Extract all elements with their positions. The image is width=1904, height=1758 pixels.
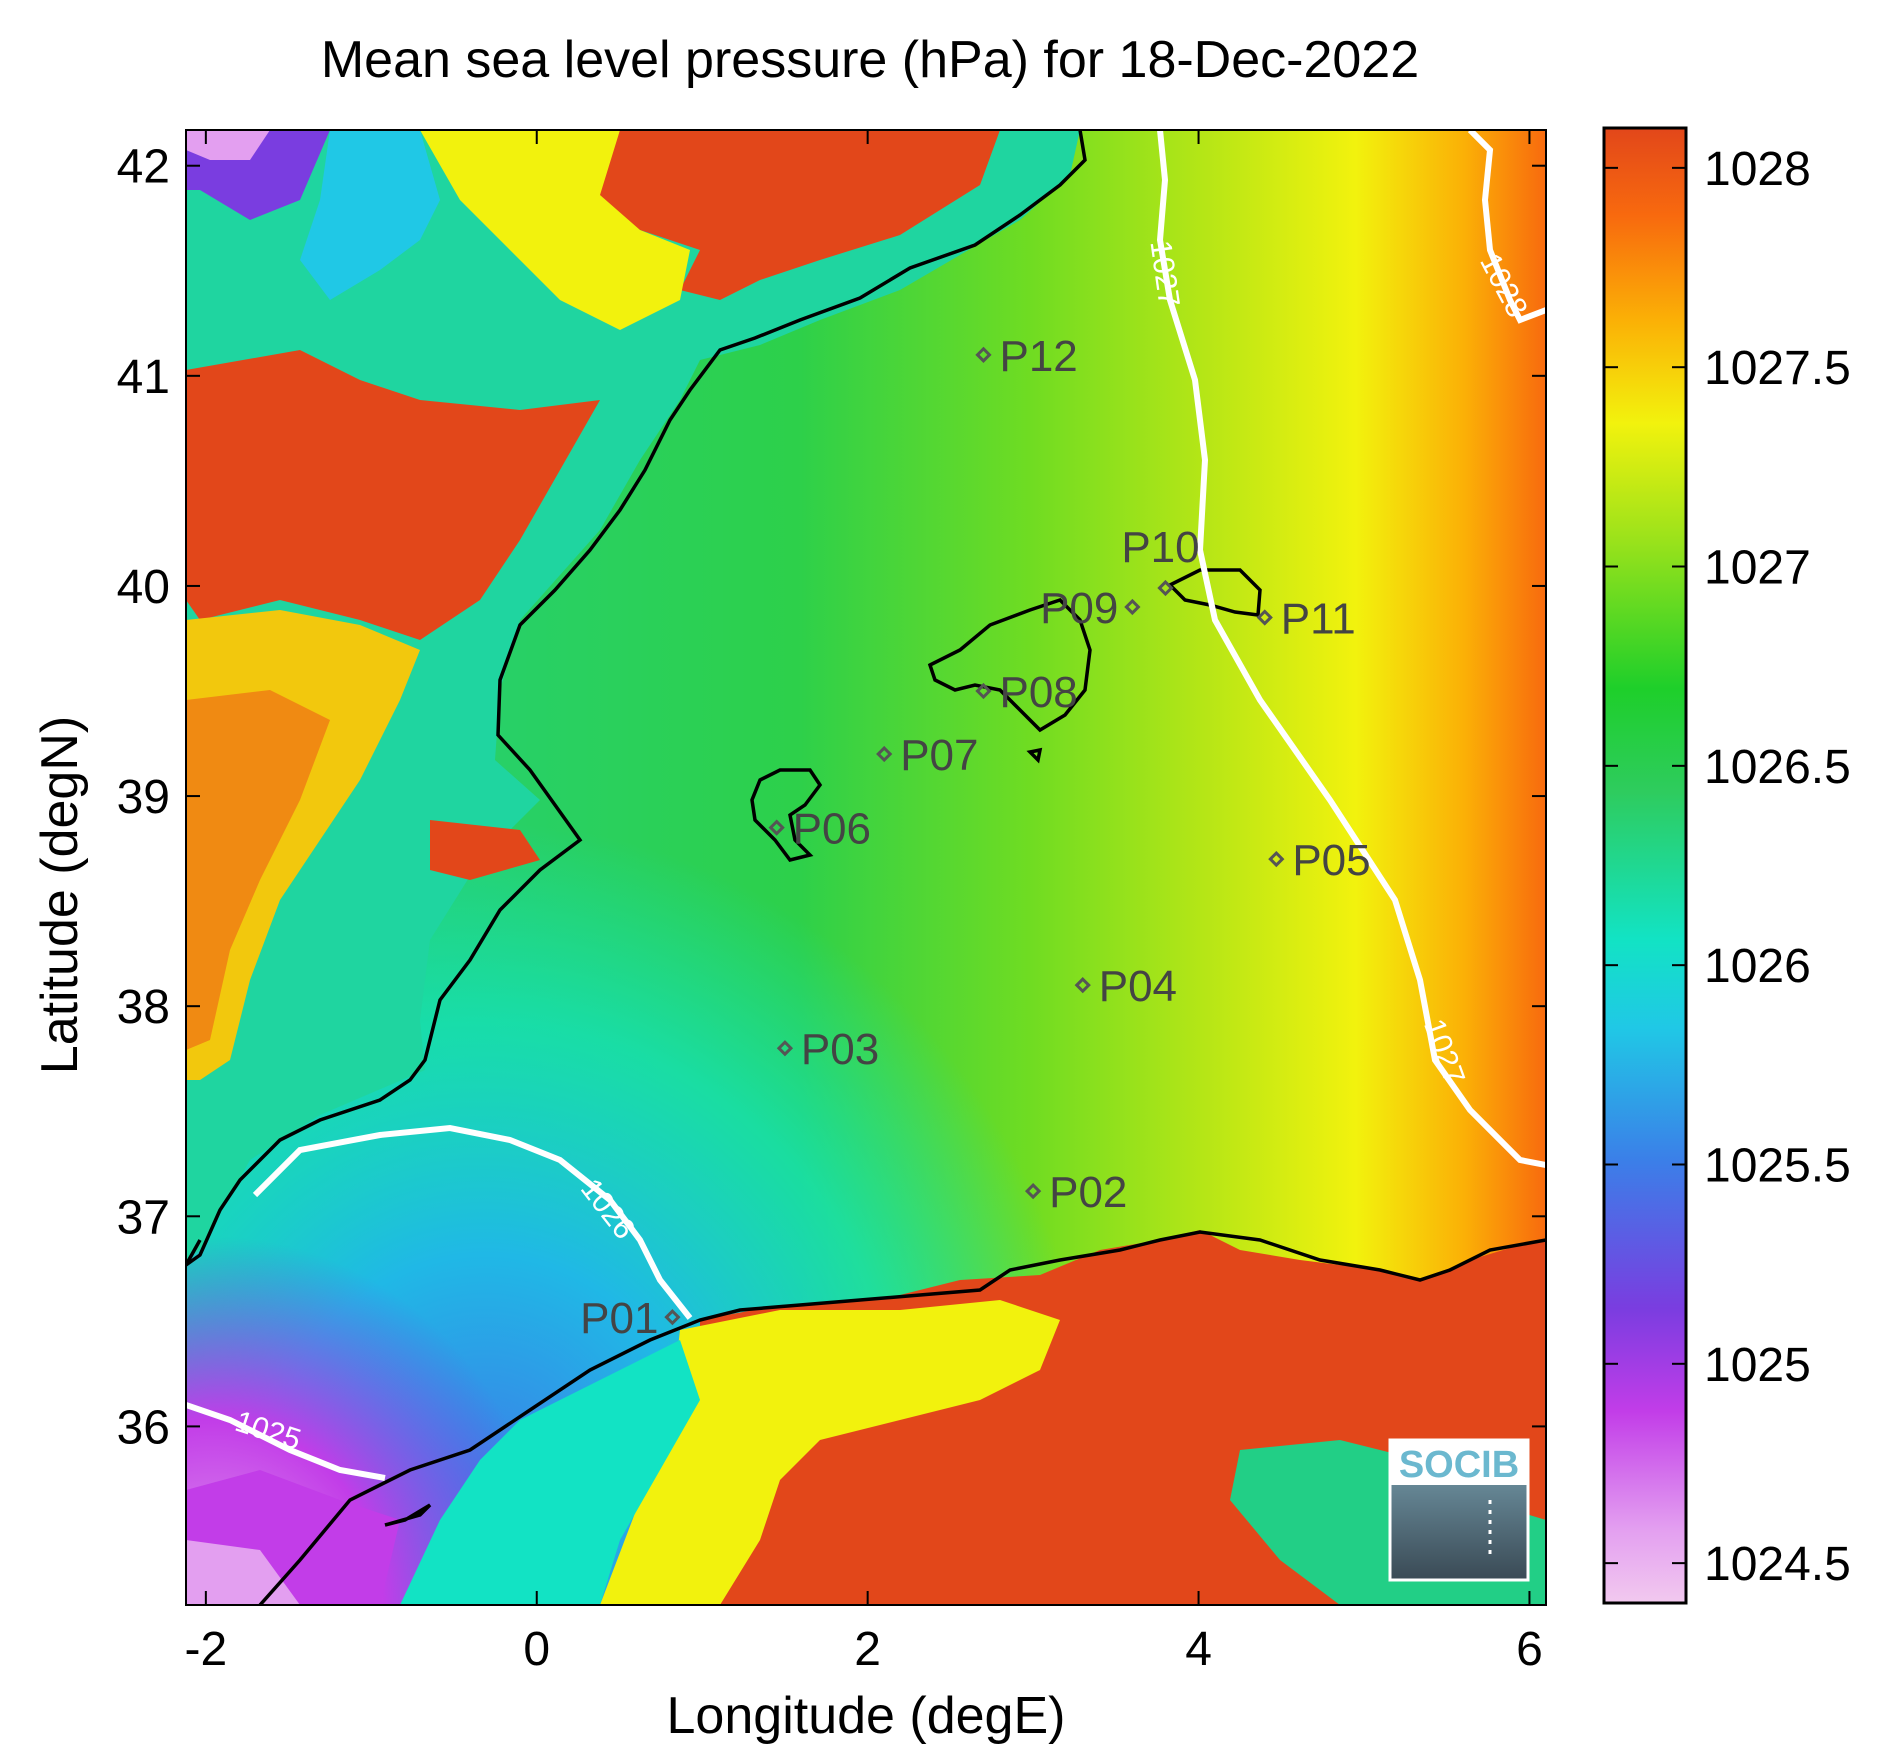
station-label: P02	[1049, 1168, 1127, 1217]
station-marker	[1268, 850, 1285, 868]
station-p01: P01	[580, 1294, 681, 1343]
map-title: Mean sea level pressure (hPa) for 18-Dec…	[320, 31, 1420, 89]
station-p12: P12	[975, 332, 1078, 381]
colorbar-tick-label: 1026	[1704, 940, 1811, 993]
iberia-coastline	[186, 130, 1087, 1267]
colorbar-tick-label: 1025.5	[1704, 1139, 1851, 1192]
station-marker	[664, 1309, 681, 1326]
station-label: P10	[1121, 523, 1199, 572]
station-p02: P02	[1024, 1168, 1127, 1217]
gibraltar-coastline	[186, 1230, 1546, 1605]
station-label: P03	[801, 1025, 879, 1074]
station-p08: P08	[975, 668, 1078, 717]
x-tick-label: 6	[1516, 1623, 1543, 1676]
station-label: P05	[1292, 836, 1370, 885]
station-marker	[1124, 598, 1141, 616]
plot-frame	[185, 129, 1547, 1606]
africa-low-west-pink	[186, 1540, 300, 1605]
station-marker	[1074, 977, 1091, 994]
contours	[186, 130, 1546, 1481]
iberia-high-central	[186, 350, 600, 640]
station-label: P01	[580, 1294, 658, 1343]
africa-yellow-band	[600, 1300, 1060, 1605]
socib-logo: SOCIB	[1388, 1438, 1530, 1582]
contour-1025	[186, 1402, 386, 1481]
y-tick-label: 42	[117, 141, 170, 194]
mallorca-coastline	[927, 597, 1092, 733]
iberia-orange-south	[186, 690, 330, 1050]
pressure-field	[186, 130, 1546, 1605]
menorca-coastline	[1167, 568, 1262, 617]
iberia-yellow-north	[420, 130, 690, 330]
y-tick-label: 39	[117, 771, 170, 824]
africa-cyan-area	[400, 1340, 700, 1605]
station-marker	[975, 346, 992, 363]
iberia-cyan-band	[300, 130, 440, 300]
colorbar	[1602, 126, 1688, 1605]
y-tick-label: 36	[117, 1401, 170, 1454]
y-tick-label: 38	[117, 981, 170, 1034]
station-label: P07	[900, 731, 978, 780]
cabrera-islet	[1026, 747, 1043, 764]
station-p10: P10	[1121, 523, 1200, 597]
colorbar-tick-label: 1028	[1704, 143, 1811, 196]
station-marker	[768, 819, 785, 836]
contour-1027a	[1156, 130, 1546, 1168]
contour-1026	[252, 1124, 693, 1320]
x-axis-ticks: -2 0 2 4 6	[185, 130, 1543, 1676]
colorbar-tick-label: 1027.5	[1704, 342, 1851, 395]
iberia-low-nw-pink	[186, 130, 270, 160]
station-label: P04	[1099, 962, 1177, 1011]
coastlines	[186, 130, 1546, 1605]
station-p05: P05	[1268, 836, 1371, 885]
station-label: P09	[1040, 584, 1118, 633]
station-marker	[1256, 609, 1273, 626]
alboran-islet	[384, 1503, 432, 1527]
station-label: P11	[1281, 594, 1356, 643]
station-p11: P11	[1256, 594, 1356, 643]
colorbar-tick-label: 1025	[1704, 1339, 1811, 1392]
x-tick-label: 2	[854, 1623, 881, 1676]
station-marker	[975, 682, 992, 700]
station-label: P12	[999, 332, 1077, 381]
station-p03: P03	[776, 1025, 879, 1074]
x-axis-label: Longitude (degE)	[666, 1687, 1066, 1745]
ibiza-coastline	[750, 768, 823, 862]
station-p04: P04	[1074, 962, 1177, 1011]
colorbar-ticks: 1024.5 1025 1025.5 1026 1026.5 1027 1027.5 1028	[1604, 143, 1851, 1591]
contour-1028	[1467, 130, 1546, 324]
station-label: P06	[793, 805, 871, 854]
station-marker	[1024, 1182, 1042, 1200]
station-marker	[876, 745, 893, 763]
colorbar-tick-label: 1027	[1704, 542, 1811, 595]
y-tick-label: 40	[117, 561, 170, 614]
x-tick-label: -2	[185, 1623, 228, 1676]
iberia-high-coast	[430, 820, 540, 880]
station-marker	[776, 1040, 794, 1057]
logo-text: SOCIB	[1399, 1444, 1519, 1486]
x-tick-label: 4	[1185, 1623, 1212, 1676]
colorbar-tick-label: 1024.5	[1704, 1538, 1851, 1591]
station-label: P08	[999, 668, 1077, 717]
iberia-high-north	[600, 130, 1000, 300]
station-p09: P09	[1040, 584, 1141, 633]
y-axis-ticks: 36 37 38 39 40 41 42	[117, 141, 1546, 1454]
y-tick-label: 37	[117, 1191, 170, 1244]
station-p06: P06	[768, 805, 871, 854]
y-tick-label: 41	[117, 351, 170, 404]
station-p07: P07	[876, 731, 978, 780]
x-tick-label: 0	[523, 1623, 550, 1676]
station-marker	[1157, 579, 1174, 597]
colorbar-tick-label: 1026.5	[1704, 741, 1851, 794]
